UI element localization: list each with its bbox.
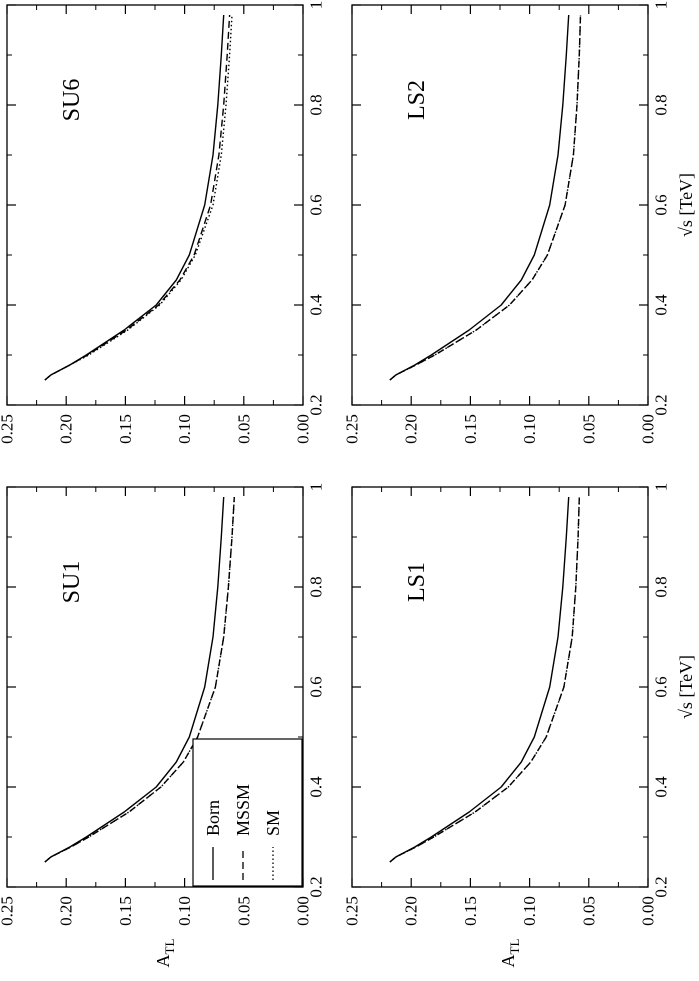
panel-su6-y-tick-label: 0.00 <box>294 414 313 444</box>
panel-ls2-y-tick-label: 0.15 <box>461 414 480 444</box>
panel-su1-y-tick-label: 0.10 <box>175 896 194 926</box>
panel-su6-series-sm <box>44 14 233 381</box>
legend-label-sm: SM <box>263 810 283 836</box>
panel-ls1-x-tick-label: 0.4 <box>652 776 671 798</box>
panel-su1-x-tick-label: 0.2 <box>307 876 326 897</box>
panel-ls2-series-sm <box>389 14 582 381</box>
panel-ls1-x-tick-label: 0.8 <box>652 576 671 597</box>
panel-ls2-series-mssm <box>389 14 582 381</box>
panel-ls2-y-tick-label: 0.10 <box>520 414 539 444</box>
panel-su1-x-tick-label: 0.6 <box>307 676 326 697</box>
panel-ls1-y-tick-label: 0.15 <box>461 896 480 926</box>
panel-ls1-label: LS1 <box>404 562 430 602</box>
panel-su1-x-tick-label: 0.8 <box>307 576 326 597</box>
panel-ls1-x-tick-label: 1 <box>652 483 671 492</box>
panel-ls2-x-tick-label: 0.8 <box>652 94 671 115</box>
panel-ls2-x-tick-label: 0.4 <box>652 294 671 316</box>
panel-su6-label: SU6 <box>59 79 85 122</box>
panel-su1-x-tick-label: 0.4 <box>307 776 326 798</box>
panel-ls1-y-tick-label: 0.05 <box>579 896 598 926</box>
panel-su6-y-tick-label: 0.20 <box>57 414 76 444</box>
panel-ls1-frame <box>351 486 649 888</box>
panel-ls2-x-tick-label: 1 <box>652 1 671 10</box>
panel-ls1-x-tick-label: 0.6 <box>652 676 671 697</box>
panel-ls2-y-tick-label: 0.25 <box>343 414 362 444</box>
panel-ls1-y-tick-label: 0.20 <box>402 896 421 926</box>
y-axis-title: ATL <box>153 939 177 968</box>
y-axis-title: ATL <box>498 939 522 968</box>
panel-su6-y-tick-label: 0.05 <box>234 414 253 444</box>
panel-ls2-label: LS2 <box>404 80 430 120</box>
panel-ls1-y-tick-label: 0.00 <box>639 896 658 926</box>
panel-su6-x-tick-label: 0.6 <box>307 194 326 215</box>
panel-su6-x-tick-label: 0.2 <box>307 394 326 415</box>
panel-ls2-y-tick-label: 0.05 <box>579 414 598 444</box>
panel-su6-y-tick-label: 0.25 <box>0 414 17 444</box>
panel-ls1-x-tick-label: 0.2 <box>652 876 671 897</box>
panel-su1-y-tick-label: 0.00 <box>294 896 313 926</box>
panel-ls2-y-tick-label: 0.20 <box>402 414 421 444</box>
panel-su1-series-sm <box>44 496 235 863</box>
x-axis-title: √s [TeV] <box>676 173 696 237</box>
panel-su6-x-tick-label: 0.8 <box>307 94 326 115</box>
legend-label-mssm: MSSM <box>233 784 253 836</box>
panel-ls2-x-tick-label: 0.2 <box>652 394 671 415</box>
panel-su1-x-tick-label: 1 <box>307 483 326 492</box>
panel-su1-y-tick-label: 0.15 <box>116 896 135 926</box>
panel-ls1-y-tick-label: 0.10 <box>520 896 539 926</box>
panel-ls2-x-tick-label: 0.6 <box>652 194 671 215</box>
panel-su6-x-tick-label: 0.4 <box>307 294 326 316</box>
panel-su1-series-mssm <box>44 496 235 863</box>
panel-ls2-frame <box>351 4 649 406</box>
x-axis-title: √s [TeV] <box>676 655 696 719</box>
panel-su6-y-tick-label: 0.10 <box>175 414 194 444</box>
panel-su6-x-tick-label: 1 <box>307 1 326 10</box>
panel-ls2-series-born <box>389 14 570 381</box>
legend-label-born: Born <box>203 800 223 836</box>
panel-su6-series-born <box>44 14 225 381</box>
panel-su6-frame <box>6 4 304 406</box>
panel-su1-y-tick-label: 0.05 <box>234 896 253 926</box>
panel-su1-y-tick-label: 0.25 <box>0 896 17 926</box>
panel-su6-series-mssm <box>44 14 231 381</box>
panel-su6-y-tick-label: 0.15 <box>116 414 135 444</box>
panel-su1-label: SU1 <box>59 561 85 604</box>
panel-ls2-y-tick-label: 0.00 <box>639 414 658 444</box>
panel-su1-series-born <box>44 496 225 863</box>
panel-ls1-series-born <box>389 496 570 863</box>
legend-box <box>192 738 303 887</box>
panel-ls1-series-mssm <box>389 496 580 863</box>
panel-su1-y-tick-label: 0.20 <box>57 896 76 926</box>
panel-ls1-y-tick-label: 0.25 <box>343 896 362 926</box>
